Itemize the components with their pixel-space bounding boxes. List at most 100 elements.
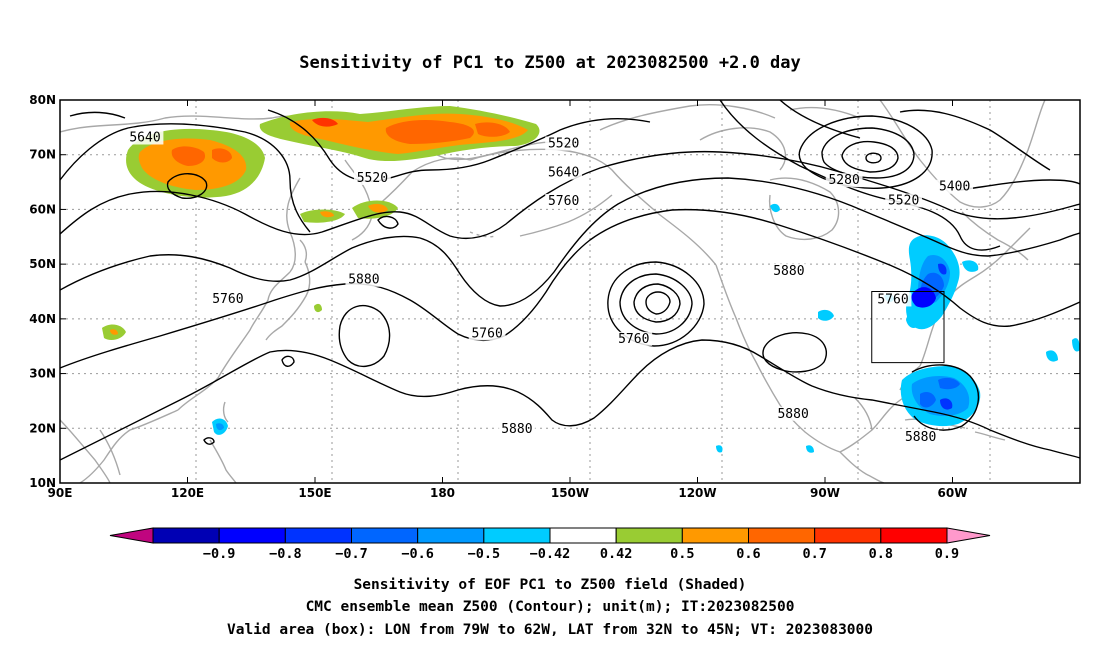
contour-label-bg (770, 263, 808, 278)
negative-sensitivity-area (216, 423, 224, 431)
negative-sensitivity-area (716, 445, 723, 453)
contour-label: 5280 (828, 173, 859, 188)
graticule (60, 100, 1080, 483)
contour-label: 5760 (548, 194, 579, 209)
lat-tick-label: 10N (29, 476, 56, 490)
contour-label-bg (498, 422, 536, 437)
contour-label: 5760 (877, 292, 908, 307)
colorbar-cell (549, 527, 617, 544)
negative-sensitivity-area (906, 306, 919, 328)
contour-label-bg (353, 170, 391, 185)
lat-tick-label: 50N (29, 257, 56, 271)
footer-line-3: Valid area (box): LON from 79W to 62W, L… (227, 622, 873, 638)
lon-tick-label: 150E (298, 486, 331, 500)
coastlines (60, 100, 1046, 483)
colorbar-cell (152, 527, 220, 544)
positive-sensitivity-area (110, 329, 118, 335)
negative-sensitivity-area (938, 263, 947, 275)
positive-sensitivity-area (171, 146, 206, 166)
contour-label: 5400 (939, 180, 970, 195)
sensitivity-shading (102, 106, 1080, 453)
footer-line-1: Sensitivity of EOF PC1 to Z500 field (Sh… (354, 577, 747, 593)
contour-label-bg (345, 272, 383, 287)
footer-line-2: CMC ensemble mean Z500 (Contour); unit(m… (306, 599, 795, 615)
negative-sensitivity-area (1046, 350, 1058, 362)
negative-sensitivity-area (920, 392, 936, 408)
colorbar-max-arrow (946, 527, 991, 544)
lat-tick-label: 20N (29, 421, 56, 435)
contour-label: 5880 (501, 422, 532, 437)
lon-tick-label: 90E (48, 486, 73, 500)
negative-sensitivity-area (806, 445, 814, 453)
colorbar-label: −0.8 (269, 546, 302, 562)
contour-label: 5760 (212, 292, 243, 307)
colorbar: −0.9 −0.8 −0.7 −0.6 −0.5 −0.42 0.42 0.5 0.6 0.7 0.… (109, 527, 991, 562)
colorbar-label: −0.7 (335, 546, 368, 562)
colorbar-cell (615, 527, 683, 544)
negative-sensitivity-area (940, 398, 953, 410)
lon-tick-label: 90W (810, 486, 840, 500)
contour-label: 5640 (129, 130, 160, 145)
lon-tick-label: 120E (171, 486, 204, 500)
colorbar-cell (351, 527, 419, 544)
colorbar-label: −0.42 (530, 546, 571, 562)
positive-sensitivity-area (314, 303, 322, 313)
lat-tick-label: 60N (29, 202, 56, 216)
positive-sensitivity-area (312, 117, 338, 127)
contour-label: 5880 (773, 264, 804, 279)
contour-label: 5520 (357, 171, 388, 186)
contour-label: 5880 (348, 273, 379, 288)
colorbar-min-arrow (109, 527, 154, 544)
map-axes: 90E 120E 150E 180 150W 120W 90W 60W 80N 70N 60N 50N… (29, 93, 1080, 500)
lat-tick-label: 80N (29, 93, 56, 107)
colorbar-cell (417, 527, 485, 544)
colorbar-cell (483, 527, 551, 544)
contour-label: 5880 (777, 407, 808, 422)
lon-tick-label: 180 (430, 486, 455, 500)
colorbar-label: 0.7 (802, 546, 826, 562)
map-plot: 5640 5520 5520 5640 5760 5280 5400 5520 5880 5760… (60, 100, 1080, 483)
positive-sensitivity-area (385, 120, 474, 144)
positive-sensitivity-area (368, 203, 388, 213)
contour-label-bg (545, 165, 583, 180)
negative-sensitivity-area (911, 287, 936, 308)
contour-label-bg (615, 331, 653, 346)
colorbar-label: 0.42 (600, 546, 633, 562)
colorbar-label: −0.6 (401, 546, 434, 562)
contour-label-bg (874, 292, 912, 307)
contour-label-bg (885, 193, 923, 208)
negative-sensitivity-area (818, 309, 834, 321)
colorbar-cell (681, 527, 749, 544)
map-title: Sensitivity of PC1 to Z500 at 2023082500… (299, 53, 801, 73)
negative-sensitivity-area (938, 377, 960, 390)
contour-label-bg (468, 326, 506, 341)
colorbar-label: −0.9 (203, 546, 236, 562)
colorbar-label: 0.5 (670, 546, 694, 562)
lon-tick-label: 150W (551, 486, 589, 500)
colorbar-cell (284, 527, 353, 544)
contour-label: 5880 (905, 430, 936, 445)
contour-label-bg (209, 291, 247, 306)
lat-tick-label: 30N (29, 367, 56, 381)
colorbar-label: 0.6 (736, 546, 760, 562)
contour-label-bg (545, 193, 583, 208)
negative-sensitivity-area (1072, 338, 1080, 352)
colorbar-label: 0.8 (869, 546, 893, 562)
lon-tick-label: 120W (678, 486, 716, 500)
colorbar-label: −0.5 (468, 546, 501, 562)
contour-label-bg (902, 429, 940, 444)
positive-sensitivity-area (320, 211, 334, 218)
contour-labels: 5640 5520 5520 5640 5760 5280 5400 5520 5880 5760… (126, 130, 974, 445)
contour-label-bg (825, 173, 863, 188)
positive-sensitivity-area (300, 209, 345, 223)
contour-label-bg (936, 179, 974, 194)
contour-label-bg (126, 130, 164, 145)
contour-label: 5520 (548, 137, 579, 152)
lon-tick-label: 60W (938, 486, 968, 500)
lat-tick-label: 70N (29, 148, 56, 162)
colorbar-cell (880, 527, 948, 544)
positive-sensitivity-area (475, 122, 510, 137)
positive-sensitivity-area (212, 148, 232, 163)
negative-sensitivity-area (770, 203, 780, 213)
